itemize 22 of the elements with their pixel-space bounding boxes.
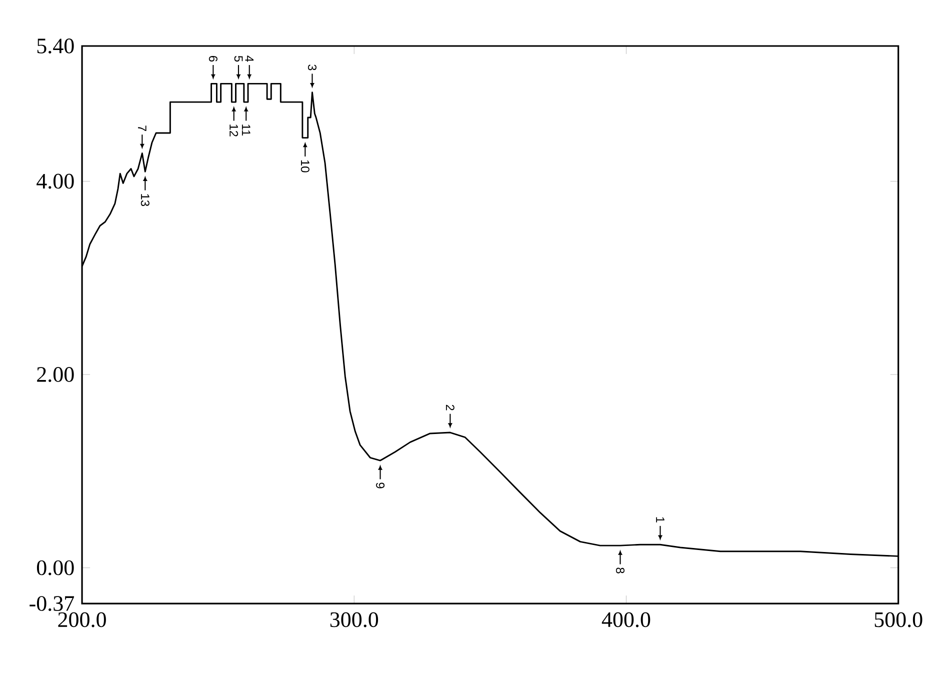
- annotation: 8: [616, 568, 624, 574]
- y-tick-label: 5.40: [37, 38, 74, 54]
- x-tick-label: 200.0: [58, 612, 106, 628]
- annotation: 11: [242, 124, 250, 136]
- annotation: 3: [308, 64, 316, 70]
- y-tick-label: 4.00: [36, 174, 74, 189]
- x-tick-label: 300.0: [330, 612, 378, 628]
- annotation: 5: [234, 56, 243, 62]
- x-tick-label: 500.0: [874, 612, 922, 628]
- annotation: 12: [230, 124, 238, 137]
- annotation: 7: [138, 126, 146, 132]
- y-tick-label: 2.00: [37, 367, 74, 382]
- annotation: 1: [656, 517, 664, 523]
- annotation: 4: [245, 56, 254, 62]
- annotation: 2: [446, 405, 454, 411]
- annotation: 9: [376, 482, 385, 488]
- annotation: 6: [208, 56, 218, 62]
- y-tick-label: 0.00: [36, 560, 74, 576]
- annotation: 10: [300, 160, 310, 173]
- x-tick-label: 400.0: [602, 612, 650, 628]
- annotation: 13: [140, 194, 150, 206]
- y-tick-label: -0.37: [30, 596, 74, 612]
